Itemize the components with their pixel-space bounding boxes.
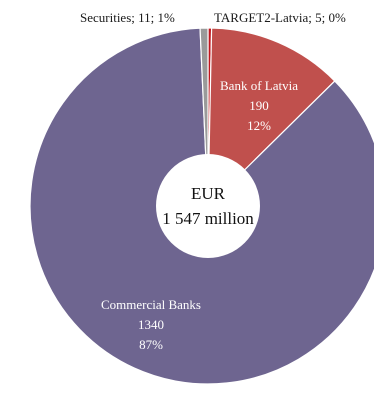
label-bank-of-latvia-pct: 12% [247, 118, 271, 133]
label-securities: Securities; 11; 1% [80, 10, 175, 25]
center-unit-label: EUR [191, 184, 226, 203]
label-commercial-banks-pct: 87% [139, 337, 163, 352]
center-total-label: 1 547 million [162, 209, 254, 228]
label-target2-latvia: TARGET2-Latvia; 5; 0% [214, 10, 346, 25]
label-commercial-banks-name: Commercial Banks [101, 297, 201, 312]
label-bank-of-latvia-name: Bank of Latvia [220, 78, 298, 93]
slice-bank-of-latvia [207, 27, 336, 208]
label-bank-of-latvia-value: 190 [249, 98, 269, 113]
donut-hole [156, 154, 260, 258]
label-commercial-banks-value: 1340 [138, 317, 164, 332]
